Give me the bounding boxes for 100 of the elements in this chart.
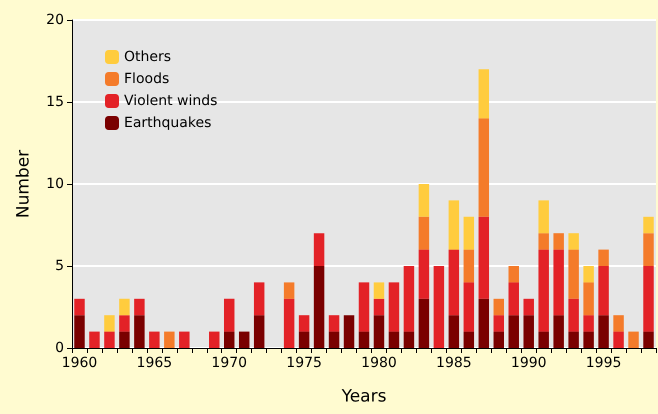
x-tick-label: 1995 xyxy=(586,355,622,371)
x-tick-label: 1965 xyxy=(136,355,172,371)
bar xyxy=(418,216,430,250)
bar xyxy=(494,315,504,332)
y-tick-label: 10 xyxy=(46,176,64,192)
bar xyxy=(598,315,609,348)
legend-label: Violent winds xyxy=(124,93,218,109)
bar xyxy=(404,332,414,348)
bar xyxy=(119,315,130,332)
bar xyxy=(494,332,504,348)
bar xyxy=(568,298,579,332)
bar xyxy=(448,250,460,316)
bar xyxy=(74,315,85,348)
bar xyxy=(164,332,175,348)
bar xyxy=(478,216,490,299)
bar xyxy=(478,298,490,348)
bar xyxy=(538,233,549,250)
bar xyxy=(553,315,564,348)
y-tick-label: 5 xyxy=(55,258,64,274)
bar xyxy=(254,315,264,348)
bar xyxy=(374,315,384,348)
x-tick-label: 1975 xyxy=(286,355,322,371)
bar xyxy=(583,315,594,332)
bar xyxy=(583,282,594,316)
bar xyxy=(298,332,310,348)
bar xyxy=(478,118,490,217)
y-axis-title: Number xyxy=(14,150,34,218)
bar xyxy=(613,315,624,332)
bar xyxy=(538,250,549,332)
bar xyxy=(643,216,654,234)
bar xyxy=(464,332,474,348)
bar xyxy=(568,233,579,250)
bar xyxy=(434,266,444,348)
bar xyxy=(538,332,549,348)
bar xyxy=(598,266,609,316)
bar xyxy=(494,298,504,316)
x-tick-label: 1990 xyxy=(510,355,547,371)
bar xyxy=(298,315,310,332)
y-tick-label: 15 xyxy=(46,94,64,110)
legend-label: Earthquakes xyxy=(124,115,212,131)
bar xyxy=(344,315,354,348)
bar xyxy=(314,233,324,266)
x-tick-label: 1985 xyxy=(436,355,472,371)
bar xyxy=(104,315,115,332)
bar xyxy=(328,315,340,332)
bar xyxy=(553,250,564,316)
bar xyxy=(119,332,130,348)
bar xyxy=(388,332,400,348)
bar xyxy=(478,69,490,118)
bar xyxy=(418,298,430,348)
bar xyxy=(538,200,549,234)
bar xyxy=(374,298,384,316)
bar xyxy=(179,332,190,348)
bar xyxy=(254,282,264,316)
bar xyxy=(284,282,294,299)
bar xyxy=(284,298,294,348)
bar xyxy=(328,332,340,348)
bar xyxy=(104,332,115,348)
bar xyxy=(568,332,579,348)
bar xyxy=(448,315,460,348)
x-tick-label: 1960 xyxy=(62,355,98,371)
bar xyxy=(508,315,519,348)
bar xyxy=(238,332,250,348)
bar xyxy=(404,266,414,332)
x-axis-title: Years xyxy=(340,386,387,406)
bar xyxy=(74,298,85,316)
bar xyxy=(553,233,564,250)
bar xyxy=(613,332,624,348)
bar xyxy=(89,332,100,348)
bar xyxy=(643,266,654,332)
bar xyxy=(149,332,160,348)
bar xyxy=(388,282,400,332)
bar xyxy=(643,233,654,266)
bar xyxy=(358,332,370,348)
bar xyxy=(583,266,594,282)
bar xyxy=(224,298,234,332)
bar xyxy=(448,200,460,250)
bar xyxy=(374,282,384,299)
bar xyxy=(628,332,639,348)
legend-label: Floods xyxy=(124,71,170,87)
bar xyxy=(464,216,474,250)
bar xyxy=(523,298,534,316)
y-tick-label: 20 xyxy=(46,12,64,28)
bar xyxy=(358,282,370,332)
x-tick-label: 1970 xyxy=(211,355,248,371)
bar xyxy=(418,250,430,299)
bar xyxy=(134,298,145,316)
x-tick-label: 1980 xyxy=(361,355,397,371)
bar xyxy=(134,315,145,348)
bar xyxy=(224,332,234,348)
bar xyxy=(568,250,579,299)
bar xyxy=(643,332,654,348)
bar xyxy=(464,250,474,282)
bar xyxy=(464,282,474,332)
bar xyxy=(583,332,594,348)
bar xyxy=(508,282,519,316)
bar xyxy=(209,332,220,348)
bar xyxy=(119,298,130,316)
bar xyxy=(418,184,430,217)
bar xyxy=(508,266,519,282)
